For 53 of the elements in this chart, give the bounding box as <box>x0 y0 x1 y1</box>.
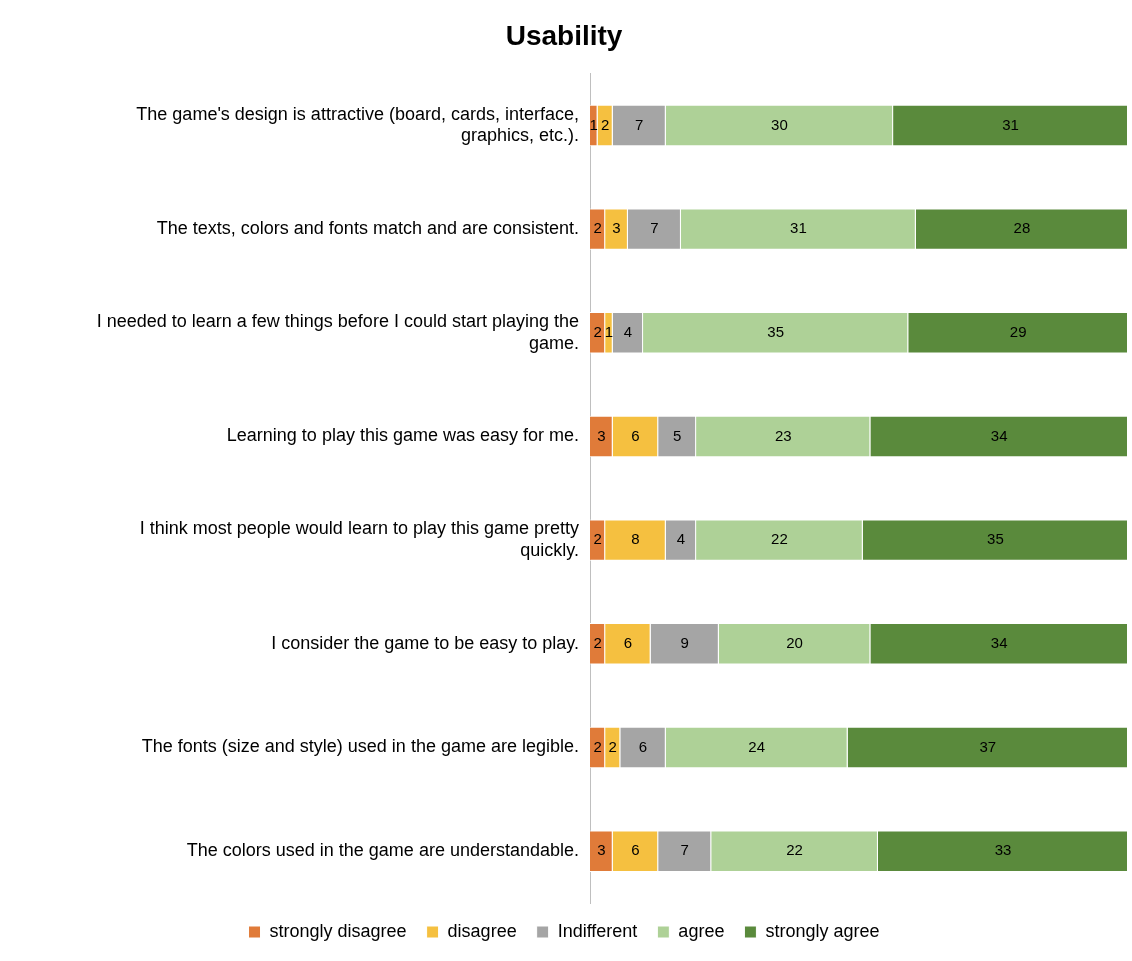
data-label: 2 <box>593 219 602 237</box>
data-label: 35 <box>987 530 1004 548</box>
data-label: 24 <box>748 737 766 755</box>
data-label: 2 <box>600 115 610 133</box>
data-label: 33 <box>994 841 1012 859</box>
y-tick-label: The colors used in the game are understandable. <box>186 840 579 861</box>
legend-label: strongly agree <box>765 920 880 941</box>
data-label: 31 <box>790 219 807 237</box>
y-tick-label: Learning to play this game was easy for me. <box>226 425 579 446</box>
data-label: 1 <box>589 115 598 133</box>
data-label: 31 <box>1002 115 1019 133</box>
data-label: 7 <box>650 219 659 237</box>
data-label: 6 <box>623 633 633 651</box>
data-label: 3 <box>597 841 606 859</box>
data-label: 3 <box>612 219 621 237</box>
data-label: 4 <box>623 322 633 340</box>
data-label: 9 <box>680 633 689 651</box>
y-tick-label: The texts, colors and fonts match and are consistent. <box>156 218 579 239</box>
y-tick-label: I think most people would learn to play this game pretty quickly. <box>139 518 579 560</box>
data-label: 30 <box>771 115 788 133</box>
data-label: 22 <box>786 841 803 859</box>
data-label: 2 <box>593 633 602 651</box>
data-label: 3 <box>597 426 606 444</box>
y-tick-label: I needed to learn a few things before I could start playing the game. <box>96 310 579 353</box>
data-label: 20 <box>786 633 803 651</box>
data-label: 29 <box>1009 322 1027 340</box>
legend-label: disagree <box>447 920 517 941</box>
y-tick-label: The game's design is attractive (board, cards, interface, graphics, etc.). <box>136 103 579 146</box>
data-label: 5 <box>672 426 682 444</box>
data-label: 23 <box>774 426 792 444</box>
y-tick-label: The fonts (size and style) used in the game are legible. <box>141 736 579 757</box>
data-label: 4 <box>676 530 686 548</box>
data-label: 34 <box>990 426 1008 444</box>
legend-label: agree <box>678 920 725 941</box>
y-tick-label: I consider the game to be easy to play. <box>271 632 579 653</box>
data-label: 7 <box>680 841 689 859</box>
legend-label: strongly disagree <box>269 920 407 941</box>
data-label: 2 <box>593 530 602 548</box>
data-label: 6 <box>638 737 648 755</box>
data-label: 6 <box>631 426 640 444</box>
data-label: 6 <box>631 841 640 859</box>
data-label: 34 <box>990 633 1008 651</box>
legend-label: Indifferent <box>557 920 638 941</box>
data-label: 7 <box>635 115 644 133</box>
data-label: 8 <box>631 530 640 548</box>
data-label: 2 <box>608 737 617 755</box>
data-label: 28 <box>1013 219 1031 237</box>
chart-title: Usability <box>505 19 623 51</box>
data-label: 2 <box>593 737 602 755</box>
data-label: 22 <box>771 530 788 548</box>
data-label: 2 <box>593 322 602 340</box>
data-label: 35 <box>767 322 784 340</box>
data-label: 37 <box>979 737 997 755</box>
